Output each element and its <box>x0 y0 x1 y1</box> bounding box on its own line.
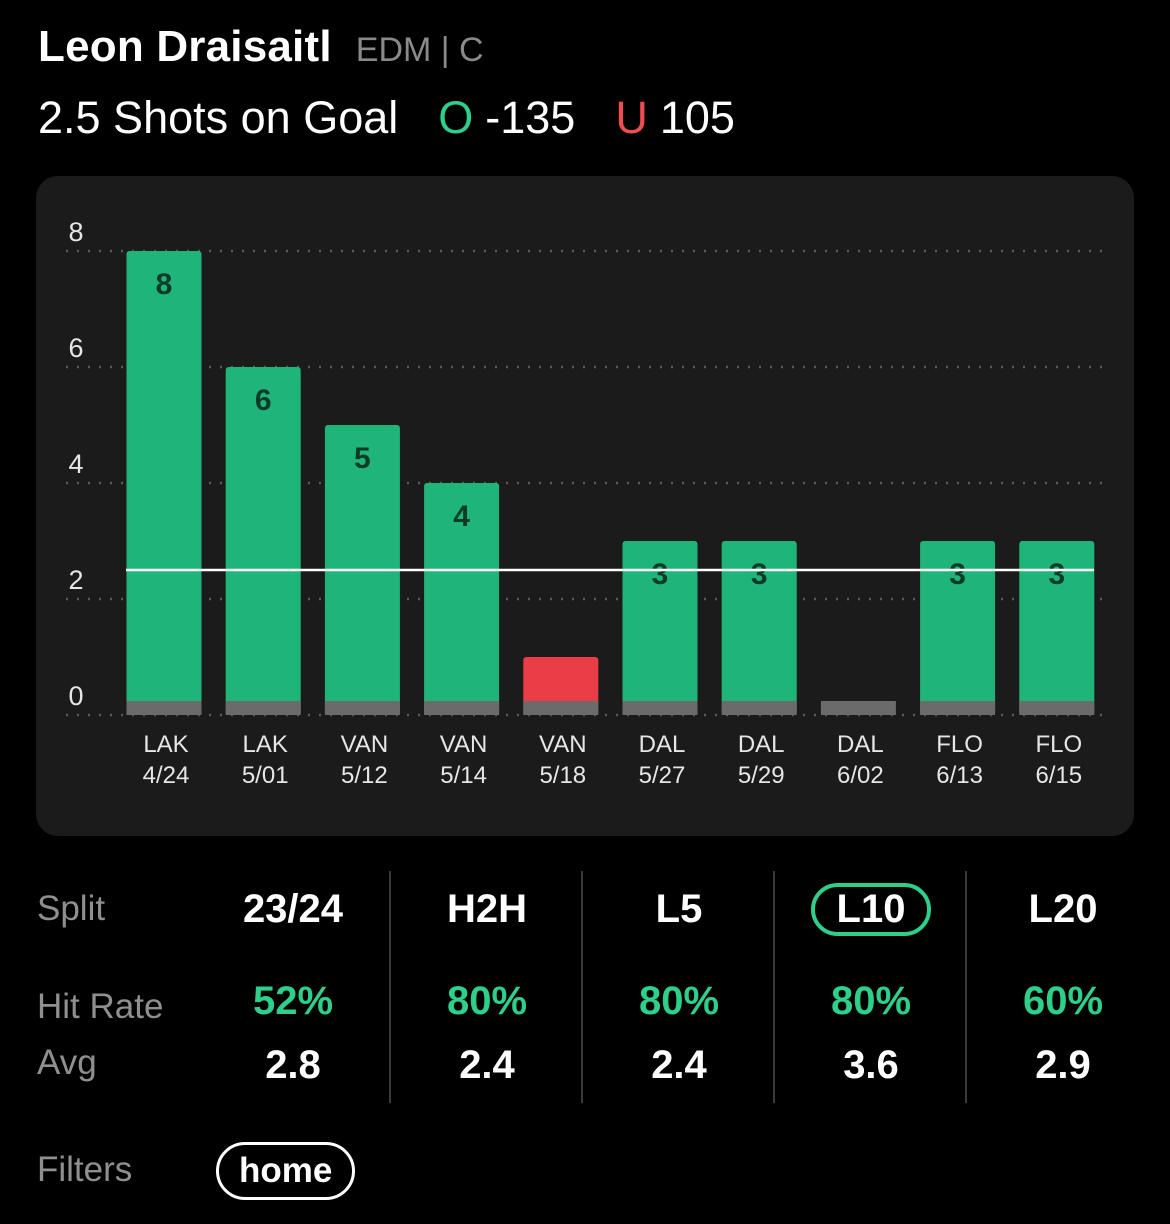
bar <box>920 541 996 715</box>
bar-base <box>424 701 500 715</box>
hit-rate-value: 60% <box>1022 979 1104 1023</box>
bar-value-label: 6 <box>255 384 272 417</box>
x-tick-date: 6/02 <box>837 762 884 789</box>
bar <box>622 541 698 715</box>
bar-value-label: 3 <box>652 558 669 591</box>
bar-base <box>324 701 400 715</box>
split-label-selected[interactable]: L10 <box>775 883 967 936</box>
split-label-text: L10 <box>810 883 932 936</box>
split-label-text: L5 <box>655 887 703 931</box>
bar <box>1019 541 1095 715</box>
split-column-l20[interactable]: L20 60% 2.9 <box>965 871 1159 1103</box>
player-name: Leon Draisaitl <box>38 22 332 71</box>
hit-rate-value: 80% <box>830 979 912 1023</box>
bar-base <box>523 701 599 715</box>
under-icon[interactable]: U <box>615 92 648 143</box>
bar-value-label: 4 <box>453 500 470 533</box>
split-column-23-24[interactable]: 23/24 52% 2.8 <box>197 871 389 1103</box>
x-tick-date: 5/29 <box>738 762 785 789</box>
y-tick-label: 2 <box>68 565 83 595</box>
avg-value: 2.4 <box>651 1043 707 1087</box>
avg-value: 2.8 <box>265 1043 321 1087</box>
split-label-text: L20 <box>1028 887 1098 931</box>
hit-rate-row-label: Hit Rate <box>37 987 164 1026</box>
x-tick-date: 6/15 <box>1035 762 1082 789</box>
hit-rate-value: 52% <box>252 979 334 1023</box>
name-row: Leon Draisaitl EDM | C <box>38 22 1150 72</box>
y-tick-label: 4 <box>68 449 83 479</box>
bar-value-label: 5 <box>354 442 371 475</box>
x-tick-team: VAN <box>539 731 587 758</box>
avg-row-label: Avg <box>37 1043 97 1082</box>
team-position: EDM | C <box>355 31 484 69</box>
bar-base <box>622 701 698 715</box>
x-tick-team: FLO <box>1035 731 1082 758</box>
bar-base <box>225 701 301 715</box>
hit-rate-value: 80% <box>638 979 720 1023</box>
split-label-text: 23/24 <box>242 887 344 931</box>
split-column-h2h[interactable]: H2H 80% 2.4 <box>389 871 583 1103</box>
bar <box>126 251 202 715</box>
under-odds[interactable]: 105 <box>659 92 735 143</box>
x-tick-team: DAL <box>639 731 686 758</box>
y-tick-label: 0 <box>68 681 83 711</box>
bar-base <box>820 701 896 715</box>
x-tick-team: VAN <box>440 731 488 758</box>
bar-value-label: 3 <box>949 558 966 591</box>
bar-base <box>920 701 996 715</box>
split-label-text: H2H <box>446 887 528 931</box>
split-label[interactable]: 23/24 <box>197 883 389 936</box>
bar <box>523 657 599 715</box>
x-tick-team: LAK <box>143 731 188 758</box>
bar-base <box>126 701 202 715</box>
avg-value: 2.4 <box>459 1043 515 1087</box>
prop-row: 2.5 Shots on Goal O -135 U 105 <box>38 92 1150 144</box>
x-tick-date: 6/13 <box>936 762 983 789</box>
bar <box>225 367 301 715</box>
x-tick-team: FLO <box>936 731 983 758</box>
bar <box>424 483 500 715</box>
filter-chip-home[interactable]: home <box>216 1142 356 1200</box>
split-stats-table: Split Hit Rate Avg 23/24 52% 2.8 H2H 80%… <box>0 855 1170 1115</box>
y-tick-label: 6 <box>68 333 83 363</box>
x-tick-date: 5/12 <box>341 762 388 789</box>
bar-base <box>721 701 797 715</box>
split-label[interactable]: L5 <box>583 883 775 936</box>
x-tick-team: LAK <box>243 731 288 758</box>
game-log-chart: 0 2 4 6 8 8 LAK 4/24 6 LAK 5/01 5 VAN 5/12 4 VAN 5/14 VAN… <box>36 176 1134 836</box>
over-icon[interactable]: O <box>438 92 474 143</box>
x-tick-team: DAL <box>738 731 785 758</box>
bar-value-label: 3 <box>751 558 768 591</box>
x-tick-date: 5/18 <box>539 762 586 789</box>
x-tick-date: 4/24 <box>143 762 190 789</box>
split-column-l5[interactable]: L5 80% 2.4 <box>581 871 775 1103</box>
x-tick-team: VAN <box>341 731 389 758</box>
over-odds[interactable]: -135 <box>485 92 576 143</box>
filters-label: Filters <box>37 1150 133 1189</box>
bar-value-label: 3 <box>1048 558 1065 591</box>
x-tick-team: DAL <box>837 731 884 758</box>
x-tick-date: 5/01 <box>242 762 289 789</box>
prop-label: 2.5 Shots on Goal <box>38 92 399 143</box>
x-tick-date: 5/14 <box>440 762 487 789</box>
bar-chart-svg: 0 2 4 6 8 8 LAK 4/24 6 LAK 5/01 5 VAN 5/12 4 VAN 5/14 VAN… <box>66 217 1104 789</box>
x-tick-date: 5/27 <box>639 762 686 789</box>
split-label[interactable]: H2H <box>391 883 583 936</box>
avg-value: 3.6 <box>843 1043 899 1087</box>
bar-base <box>1019 701 1095 715</box>
bar-value-label: 8 <box>156 268 173 301</box>
split-row-label: Split <box>37 889 106 928</box>
split-column-l10[interactable]: L10 80% 3.6 <box>773 871 967 1103</box>
split-label[interactable]: L20 <box>967 883 1159 936</box>
player-header: Leon Draisaitl EDM | C 2.5 Shots on Goal… <box>38 22 1150 144</box>
avg-value: 2.9 <box>1035 1043 1091 1087</box>
hit-rate-value: 80% <box>446 979 528 1023</box>
y-tick-label: 8 <box>68 217 83 247</box>
bar <box>721 541 797 715</box>
